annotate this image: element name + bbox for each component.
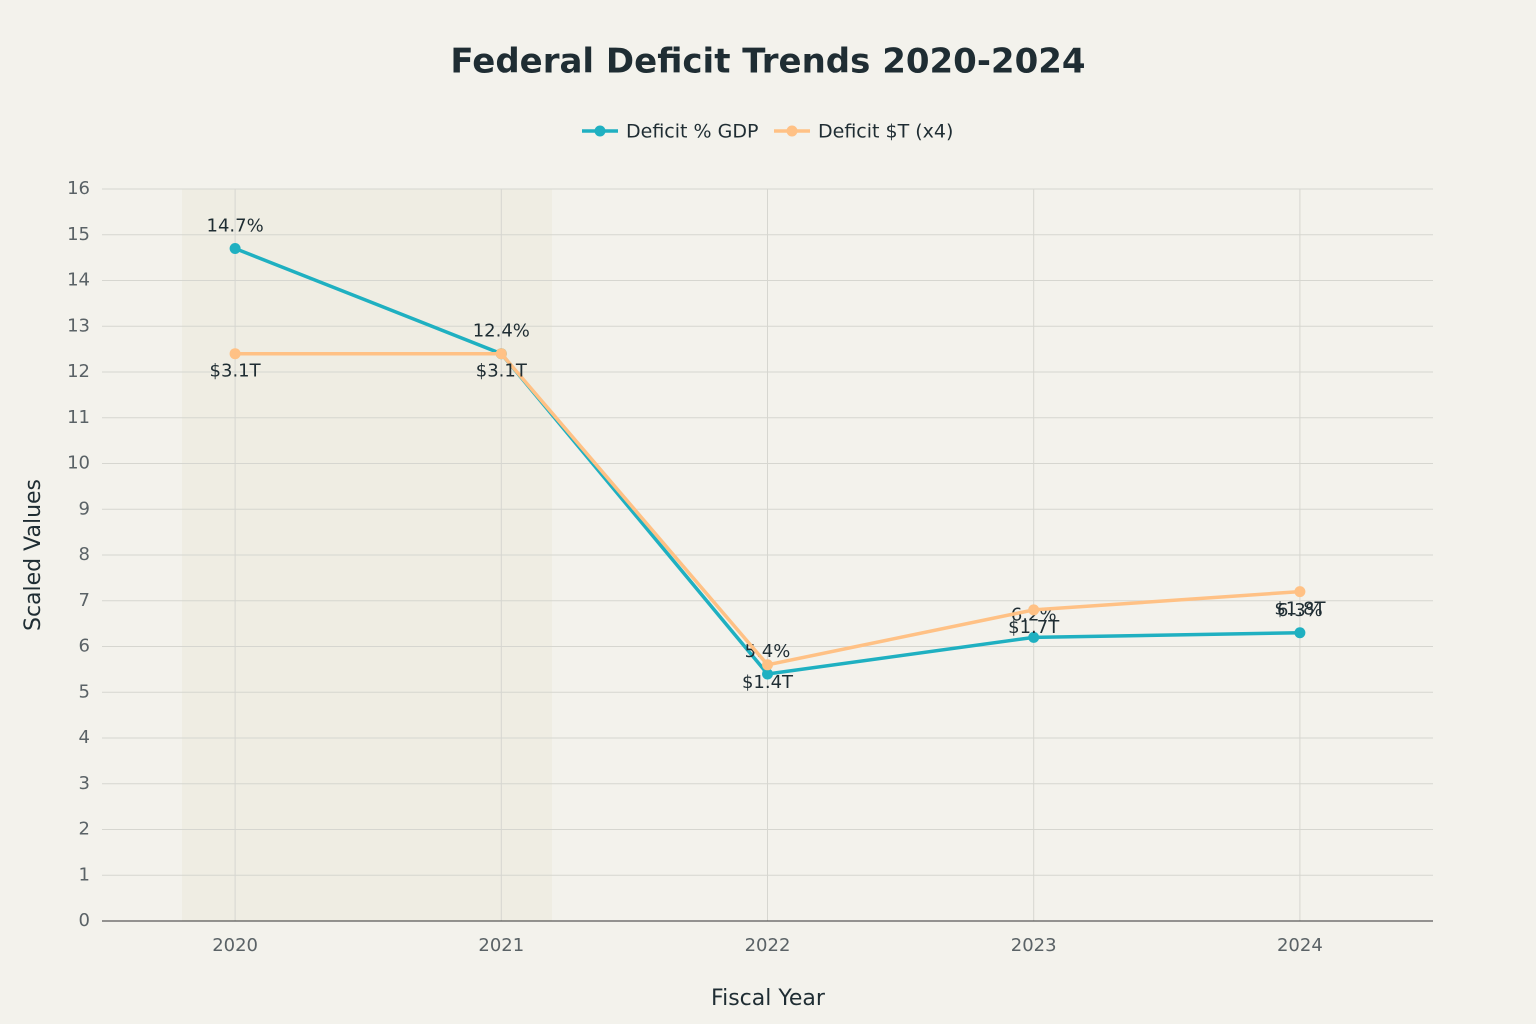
data-point (1294, 627, 1306, 639)
data-point (1028, 631, 1040, 643)
y-axis-title: Scaled Values (21, 479, 46, 631)
data-label: $1.7T (1008, 617, 1060, 638)
data-label: 14.7% (207, 215, 264, 236)
y-tick-label: 13 (67, 315, 90, 336)
y-tick-label: 5 (79, 681, 90, 702)
data-point (1294, 586, 1306, 598)
data-label: $3.1T (476, 361, 528, 382)
y-tick-label: 14 (67, 270, 90, 291)
x-tick-label: 2023 (1011, 935, 1057, 956)
data-label: 5.4% (745, 641, 791, 662)
data-label: $3.1T (210, 361, 262, 382)
data-label: 12.4% (473, 321, 530, 342)
y-tick-label: 8 (79, 544, 90, 565)
data-point (762, 659, 773, 671)
y-tick-label: 12 (67, 361, 90, 382)
y-tick-label: 11 (67, 407, 90, 428)
legend-marker (786, 125, 798, 137)
x-tick-label: 2021 (478, 935, 524, 956)
y-tick-label: 16 (67, 178, 90, 199)
y-tick-label: 3 (79, 773, 90, 794)
y-tick-label: 15 (67, 224, 90, 245)
data-label: $1.4T (742, 672, 794, 693)
y-tick-label: 0 (79, 910, 90, 931)
y-tick-label: 7 (79, 590, 90, 611)
data-point (762, 668, 773, 680)
x-axis-title: Fiscal Year (711, 986, 826, 1011)
data-point (1028, 604, 1040, 616)
data-point (495, 348, 507, 360)
y-tick-label: 9 (79, 498, 90, 519)
legend-label: Deficit % GDP (626, 121, 758, 143)
data-point (229, 242, 241, 254)
y-tick-label: 2 (79, 819, 90, 840)
chart-title: Federal Deficit Trends 2020-2024 (450, 42, 1085, 82)
y-tick-label: 6 (79, 636, 90, 657)
legend-label: Deficit $T (x4) (818, 121, 953, 143)
data-label: 6.3% (1277, 600, 1323, 621)
y-tick-label: 10 (67, 453, 90, 474)
data-point (229, 348, 241, 360)
x-tick-label: 2024 (1277, 935, 1323, 956)
data-label: $1.8T (1274, 599, 1326, 620)
x-tick-label: 2020 (212, 935, 258, 956)
legend-marker (594, 125, 606, 137)
y-tick-label: 4 (79, 727, 90, 748)
y-tick-label: 1 (79, 864, 90, 885)
x-tick-label: 2022 (745, 935, 791, 956)
